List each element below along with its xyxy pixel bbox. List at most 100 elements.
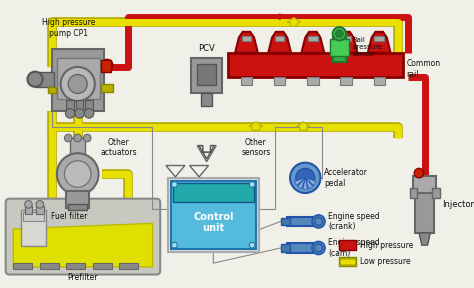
Bar <box>340 259 356 264</box>
Bar <box>241 77 252 85</box>
Bar <box>85 100 93 111</box>
Circle shape <box>312 241 325 255</box>
Text: Engine speed
(crank): Engine speed (crank) <box>328 212 380 231</box>
Bar <box>66 100 74 111</box>
Bar <box>119 263 138 269</box>
Bar <box>274 77 285 85</box>
Circle shape <box>36 200 44 208</box>
Polygon shape <box>301 32 324 53</box>
Text: Fuel filter: Fuel filter <box>51 212 88 221</box>
Polygon shape <box>166 166 185 177</box>
Circle shape <box>249 182 255 187</box>
Text: High pressure: High pressure <box>360 241 414 250</box>
Text: Other
actuators: Other actuators <box>100 138 137 158</box>
Circle shape <box>84 109 94 118</box>
Wedge shape <box>294 178 305 185</box>
Polygon shape <box>71 181 84 189</box>
Bar <box>57 58 100 99</box>
Polygon shape <box>368 32 391 53</box>
Bar <box>242 36 251 41</box>
Bar <box>197 64 216 85</box>
Polygon shape <box>235 32 258 53</box>
Bar <box>173 183 254 202</box>
Circle shape <box>74 134 82 142</box>
Circle shape <box>64 134 72 142</box>
Bar <box>191 58 222 92</box>
Text: Engine speed
(cam): Engine speed (cam) <box>328 238 380 258</box>
Circle shape <box>27 72 43 87</box>
Bar <box>287 243 314 253</box>
Circle shape <box>65 109 75 118</box>
FancyBboxPatch shape <box>6 199 160 274</box>
Bar <box>275 36 284 41</box>
Bar <box>340 77 352 85</box>
Wedge shape <box>298 178 305 189</box>
Bar <box>339 240 356 250</box>
Polygon shape <box>287 18 301 26</box>
Bar <box>287 217 314 226</box>
Bar <box>228 53 403 77</box>
Circle shape <box>61 67 95 101</box>
Bar <box>374 36 384 41</box>
Bar <box>21 210 46 246</box>
Circle shape <box>312 215 325 228</box>
Circle shape <box>315 218 322 225</box>
Bar <box>13 263 32 269</box>
Wedge shape <box>303 178 308 189</box>
Bar <box>281 218 290 225</box>
Bar <box>307 77 319 85</box>
Text: Low pressure: Low pressure <box>360 257 411 266</box>
Polygon shape <box>297 122 310 130</box>
Bar <box>171 181 256 249</box>
Text: PCV: PCV <box>198 44 215 53</box>
Circle shape <box>290 163 320 193</box>
Polygon shape <box>190 166 209 177</box>
Circle shape <box>296 168 315 187</box>
Circle shape <box>172 242 177 248</box>
Bar <box>413 176 436 193</box>
Bar <box>168 178 259 252</box>
Polygon shape <box>268 32 291 53</box>
Circle shape <box>64 161 91 187</box>
Circle shape <box>83 134 91 142</box>
Bar <box>66 263 85 269</box>
Circle shape <box>68 75 87 94</box>
Circle shape <box>57 153 99 195</box>
Bar <box>48 87 56 92</box>
Bar <box>93 263 112 269</box>
Bar <box>68 204 87 210</box>
Bar <box>23 212 44 221</box>
Bar <box>76 100 83 111</box>
Polygon shape <box>335 32 357 53</box>
Bar <box>341 36 351 41</box>
Bar <box>201 92 212 106</box>
Bar <box>35 72 54 87</box>
Text: Other
sensors: Other sensors <box>241 138 271 158</box>
Wedge shape <box>305 178 313 189</box>
Bar <box>70 138 85 155</box>
Bar <box>410 188 417 198</box>
Bar <box>101 60 111 72</box>
Bar <box>66 191 89 208</box>
Circle shape <box>101 59 113 71</box>
Polygon shape <box>249 122 263 130</box>
Circle shape <box>172 182 177 187</box>
Polygon shape <box>71 138 84 147</box>
Polygon shape <box>13 223 153 267</box>
Circle shape <box>414 168 424 178</box>
Bar <box>281 244 290 252</box>
Circle shape <box>336 30 343 37</box>
Bar <box>339 257 356 266</box>
Circle shape <box>249 242 255 248</box>
Circle shape <box>75 109 84 118</box>
Polygon shape <box>199 146 214 159</box>
Text: Control
unit: Control unit <box>193 212 234 233</box>
Text: Accelerator
pedal: Accelerator pedal <box>324 168 368 187</box>
Bar <box>330 39 349 56</box>
Text: Injector: Injector <box>442 200 474 209</box>
Bar <box>101 84 113 92</box>
Bar <box>415 181 434 233</box>
Polygon shape <box>197 146 216 162</box>
Bar <box>25 206 32 214</box>
Circle shape <box>25 200 32 208</box>
